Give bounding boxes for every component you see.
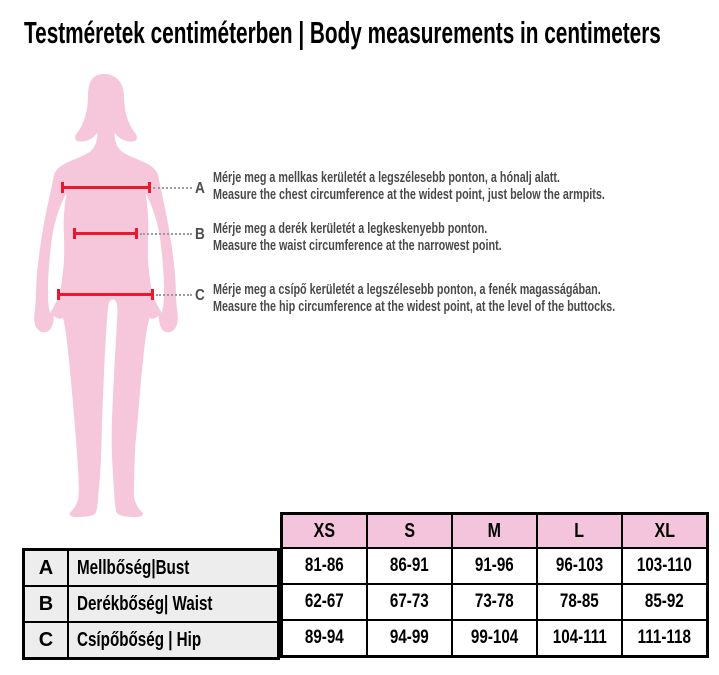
hip-letter: C	[195, 287, 205, 304]
value-cell: 89-94	[280, 619, 368, 658]
size-header-xs: XS	[280, 512, 368, 549]
value-cell: 86-91	[366, 547, 453, 585]
value-cell: 103-110	[621, 547, 709, 585]
waist-line-right-tick	[135, 228, 138, 239]
bust-letter: A	[195, 180, 205, 197]
value-cell: 111-118	[621, 619, 709, 658]
row-letter: C	[22, 621, 69, 660]
row-letter: A	[22, 548, 69, 587]
table-row: A Mellbőség|Bust	[22, 548, 280, 587]
size-header-row: XS S M L XL	[280, 512, 709, 549]
bust-description-hu: Mérje meg a mellkas kerületét a legszéle…	[213, 169, 560, 186]
table-row: C Csípőbőség | Hip	[22, 621, 280, 660]
size-header-l: L	[536, 512, 623, 549]
size-header-xl: XL	[621, 512, 709, 549]
row-label: Csípőbőség | Hip	[67, 621, 280, 660]
waist-description-hu: Mérje meg a derék kerületét a legkeskeny…	[213, 220, 488, 237]
bust-description-en: Measure the chest circumference at the w…	[213, 185, 605, 203]
hip-description: Mérje meg a csípő kerületét a legszélese…	[213, 281, 719, 315]
value-cell: 78-85	[536, 583, 623, 621]
page-title: Testméretek centiméterben | Body measure…	[24, 15, 661, 50]
row-label: Mellbőség|Bust	[67, 548, 280, 587]
value-cell: 62-67	[280, 583, 368, 621]
bust-line-right-tick	[148, 182, 151, 193]
row-letter: B	[22, 585, 69, 623]
value-cell: 85-92	[621, 583, 709, 621]
table-row: B Derékbőség| Waist	[22, 585, 280, 623]
hip-measure-line	[58, 293, 153, 296]
hip-leader-line	[156, 294, 192, 296]
female-body-silhouette	[34, 74, 178, 517]
waist-letter: B	[195, 226, 205, 243]
value-cell: 104-111	[536, 619, 623, 658]
value-cell: 73-78	[451, 583, 538, 621]
waist-description-en: Measure the waist circumference at the n…	[213, 236, 502, 254]
waist-values-row: 62-67 67-73 73-78 78-85 85-92	[280, 583, 709, 621]
waist-measure-line	[74, 232, 137, 235]
hip-description-en: Measure the hip circumference at the wid…	[213, 297, 616, 315]
bust-line-left-tick	[61, 182, 64, 193]
hip-description-hu: Mérje meg a csípő kerületét a legszélese…	[213, 281, 601, 298]
value-cell: 67-73	[366, 583, 453, 621]
hip-values-row: 89-94 94-99 99-104 104-111 111-118	[280, 619, 709, 658]
bust-values-row: 81-86 86-91 91-96 96-103 103-110	[280, 547, 709, 585]
value-cell: 96-103	[536, 547, 623, 585]
size-values-table: XS S M L XL 81-86 86-91 91-96 96-103 103…	[280, 512, 709, 658]
value-cell: 94-99	[366, 619, 453, 658]
value-cell: 99-104	[451, 619, 538, 658]
size-header-m: M	[451, 512, 538, 549]
measure-label-table: A Mellbőség|Bust B Derékbőség| Waist C C…	[22, 548, 280, 660]
value-cell: 81-86	[280, 547, 368, 585]
waist-description: Mérje meg a derék kerületét a legkeskeny…	[213, 220, 614, 254]
hip-line-left-tick	[57, 289, 60, 300]
row-label: Derékbőség| Waist	[67, 585, 280, 623]
waist-line-left-tick	[73, 228, 76, 239]
hip-line-right-tick	[151, 289, 154, 300]
size-header-s: S	[366, 512, 453, 549]
waist-leader-line	[140, 233, 192, 235]
value-cell: 91-96	[451, 547, 538, 585]
bust-leader-line	[153, 187, 192, 189]
bust-description: Mérje meg a mellkas kerületét a legszéle…	[213, 169, 719, 203]
bust-measure-line	[62, 186, 150, 189]
